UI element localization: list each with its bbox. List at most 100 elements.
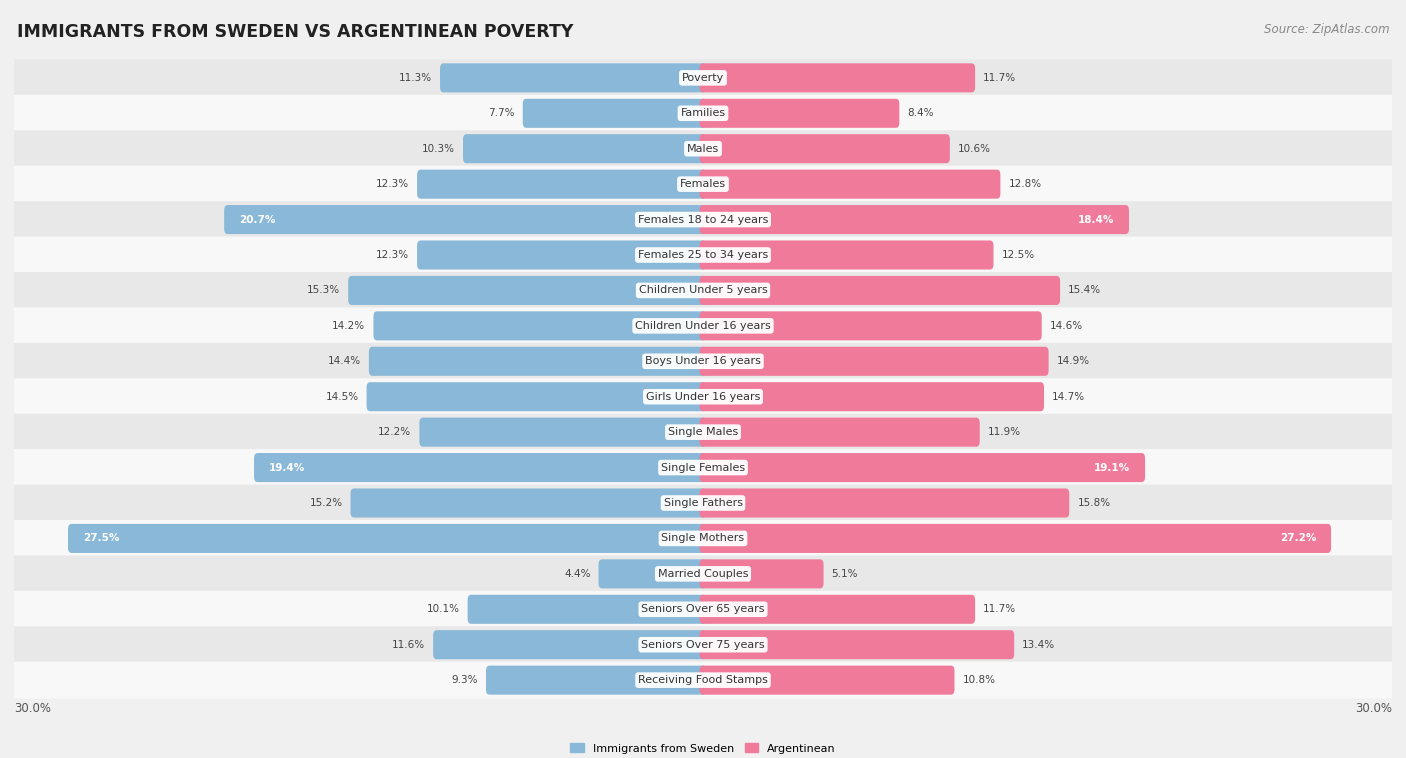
FancyBboxPatch shape	[14, 484, 1392, 522]
Text: 14.9%: 14.9%	[1057, 356, 1090, 366]
Text: Source: ZipAtlas.com: Source: ZipAtlas.com	[1264, 23, 1389, 36]
FancyBboxPatch shape	[700, 312, 1042, 340]
Text: 15.8%: 15.8%	[1077, 498, 1111, 508]
Text: Females: Females	[681, 179, 725, 190]
Text: Families: Families	[681, 108, 725, 118]
Text: 12.5%: 12.5%	[1001, 250, 1035, 260]
FancyBboxPatch shape	[700, 559, 824, 588]
Text: 10.6%: 10.6%	[957, 144, 991, 154]
Text: 12.3%: 12.3%	[375, 179, 409, 190]
FancyBboxPatch shape	[14, 520, 1392, 557]
Text: Girls Under 16 years: Girls Under 16 years	[645, 392, 761, 402]
FancyBboxPatch shape	[700, 134, 950, 163]
Text: Children Under 16 years: Children Under 16 years	[636, 321, 770, 330]
Text: 14.7%: 14.7%	[1052, 392, 1085, 402]
FancyBboxPatch shape	[700, 524, 1331, 553]
FancyBboxPatch shape	[368, 346, 706, 376]
Text: Males: Males	[688, 144, 718, 154]
Text: Receiving Food Stamps: Receiving Food Stamps	[638, 675, 768, 685]
FancyBboxPatch shape	[700, 276, 1060, 305]
FancyBboxPatch shape	[349, 276, 706, 305]
Text: 11.6%: 11.6%	[392, 640, 425, 650]
FancyBboxPatch shape	[418, 240, 706, 270]
FancyBboxPatch shape	[14, 201, 1392, 238]
FancyBboxPatch shape	[700, 488, 1070, 518]
Text: Single Mothers: Single Mothers	[661, 534, 745, 543]
Text: 10.1%: 10.1%	[426, 604, 460, 614]
Text: 10.8%: 10.8%	[963, 675, 995, 685]
Text: 30.0%: 30.0%	[1355, 702, 1392, 715]
Text: 11.7%: 11.7%	[983, 604, 1017, 614]
Text: Single Females: Single Females	[661, 462, 745, 472]
FancyBboxPatch shape	[419, 418, 706, 446]
FancyBboxPatch shape	[14, 95, 1392, 132]
FancyBboxPatch shape	[254, 453, 706, 482]
Text: 15.3%: 15.3%	[307, 286, 340, 296]
Text: 11.9%: 11.9%	[988, 428, 1021, 437]
FancyBboxPatch shape	[14, 166, 1392, 202]
FancyBboxPatch shape	[14, 236, 1392, 274]
FancyBboxPatch shape	[14, 308, 1392, 344]
Text: 27.5%: 27.5%	[83, 534, 120, 543]
FancyBboxPatch shape	[468, 595, 706, 624]
FancyBboxPatch shape	[433, 630, 706, 659]
FancyBboxPatch shape	[224, 205, 706, 234]
FancyBboxPatch shape	[700, 346, 1049, 376]
FancyBboxPatch shape	[350, 488, 706, 518]
Text: 7.7%: 7.7%	[488, 108, 515, 118]
FancyBboxPatch shape	[700, 453, 1144, 482]
Text: 11.7%: 11.7%	[983, 73, 1017, 83]
Text: 30.0%: 30.0%	[14, 702, 51, 715]
Text: 14.6%: 14.6%	[1050, 321, 1083, 330]
FancyBboxPatch shape	[14, 59, 1392, 96]
Text: Single Males: Single Males	[668, 428, 738, 437]
FancyBboxPatch shape	[367, 382, 706, 412]
FancyBboxPatch shape	[523, 99, 706, 128]
FancyBboxPatch shape	[67, 524, 706, 553]
Text: IMMIGRANTS FROM SWEDEN VS ARGENTINEAN POVERTY: IMMIGRANTS FROM SWEDEN VS ARGENTINEAN PO…	[17, 23, 574, 41]
FancyBboxPatch shape	[700, 64, 976, 92]
Text: 14.4%: 14.4%	[328, 356, 361, 366]
Text: 9.3%: 9.3%	[451, 675, 478, 685]
FancyBboxPatch shape	[700, 666, 955, 694]
Text: 11.3%: 11.3%	[399, 73, 432, 83]
Text: 20.7%: 20.7%	[239, 215, 276, 224]
Text: 12.3%: 12.3%	[375, 250, 409, 260]
FancyBboxPatch shape	[14, 591, 1392, 628]
Text: Seniors Over 65 years: Seniors Over 65 years	[641, 604, 765, 614]
Text: Married Couples: Married Couples	[658, 568, 748, 579]
Text: 15.2%: 15.2%	[309, 498, 343, 508]
FancyBboxPatch shape	[14, 449, 1392, 486]
Text: 13.4%: 13.4%	[1022, 640, 1056, 650]
FancyBboxPatch shape	[700, 418, 980, 446]
Text: Boys Under 16 years: Boys Under 16 years	[645, 356, 761, 366]
FancyBboxPatch shape	[14, 343, 1392, 380]
FancyBboxPatch shape	[700, 99, 900, 128]
FancyBboxPatch shape	[700, 595, 976, 624]
Text: 15.4%: 15.4%	[1069, 286, 1101, 296]
FancyBboxPatch shape	[14, 556, 1392, 592]
FancyBboxPatch shape	[374, 312, 706, 340]
FancyBboxPatch shape	[440, 64, 706, 92]
FancyBboxPatch shape	[14, 662, 1392, 699]
FancyBboxPatch shape	[463, 134, 706, 163]
FancyBboxPatch shape	[418, 170, 706, 199]
Text: Females 18 to 24 years: Females 18 to 24 years	[638, 215, 768, 224]
FancyBboxPatch shape	[700, 205, 1129, 234]
Text: Seniors Over 75 years: Seniors Over 75 years	[641, 640, 765, 650]
FancyBboxPatch shape	[700, 170, 1001, 199]
Legend: Immigrants from Sweden, Argentinean: Immigrants from Sweden, Argentinean	[565, 739, 841, 758]
Text: 4.4%: 4.4%	[564, 568, 591, 579]
FancyBboxPatch shape	[14, 130, 1392, 167]
FancyBboxPatch shape	[14, 272, 1392, 309]
Text: 5.1%: 5.1%	[831, 568, 858, 579]
Text: 8.4%: 8.4%	[907, 108, 934, 118]
FancyBboxPatch shape	[14, 414, 1392, 450]
Text: 19.4%: 19.4%	[269, 462, 305, 472]
FancyBboxPatch shape	[14, 378, 1392, 415]
FancyBboxPatch shape	[700, 630, 1014, 659]
FancyBboxPatch shape	[486, 666, 706, 694]
Text: 27.2%: 27.2%	[1279, 534, 1316, 543]
Text: Children Under 5 years: Children Under 5 years	[638, 286, 768, 296]
Text: 14.2%: 14.2%	[332, 321, 366, 330]
